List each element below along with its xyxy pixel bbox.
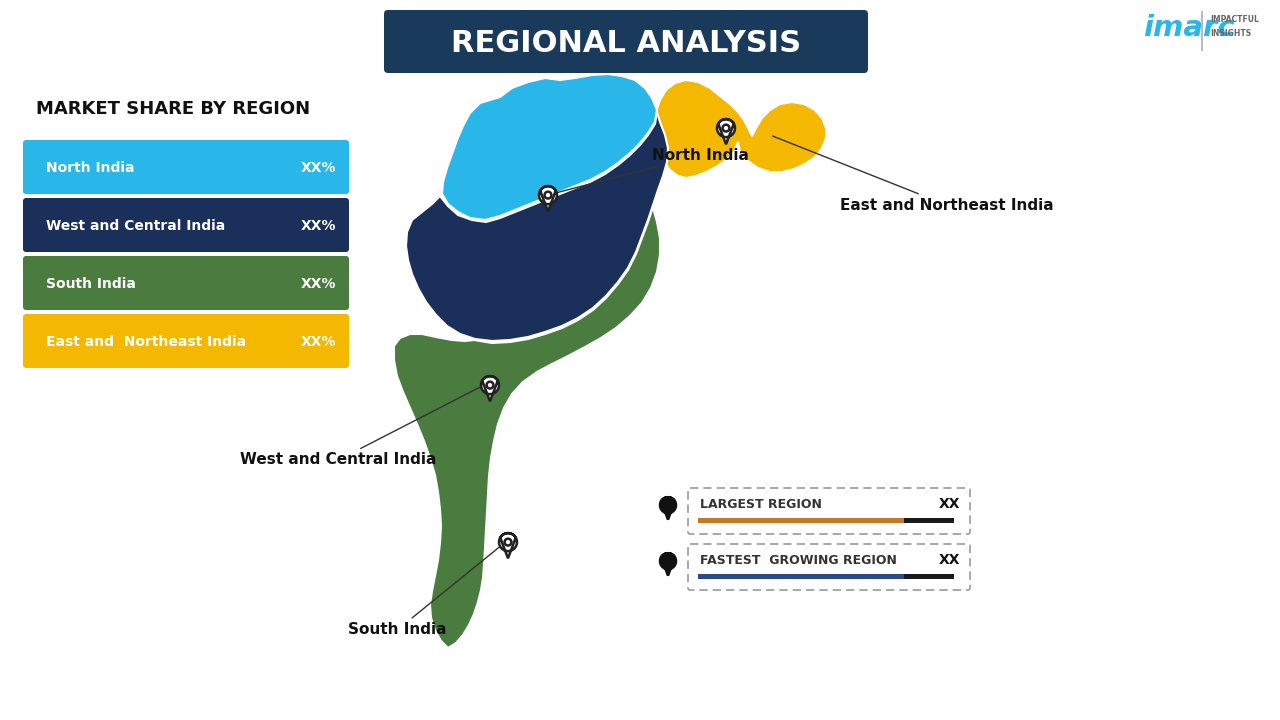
Polygon shape (539, 186, 557, 211)
Bar (904, 518, 954, 523)
Polygon shape (660, 498, 676, 520)
Text: REGIONAL ANALYSIS: REGIONAL ANALYSIS (451, 29, 801, 58)
Bar (698, 574, 904, 579)
Polygon shape (442, 74, 657, 220)
Text: West and Central India: West and Central India (46, 219, 225, 233)
FancyBboxPatch shape (23, 314, 349, 368)
Polygon shape (499, 533, 517, 558)
FancyBboxPatch shape (23, 256, 349, 310)
Polygon shape (717, 119, 735, 144)
FancyBboxPatch shape (689, 544, 970, 590)
Text: North India: North India (46, 161, 134, 175)
Polygon shape (660, 553, 676, 575)
Circle shape (666, 502, 671, 508)
Text: South India: South India (46, 277, 136, 291)
Text: XX%: XX% (301, 277, 335, 291)
Polygon shape (406, 112, 668, 341)
Circle shape (504, 539, 512, 546)
Text: XX%: XX% (301, 161, 335, 175)
Bar (698, 518, 904, 523)
Bar (904, 574, 954, 579)
Circle shape (666, 558, 671, 564)
Text: South India: South India (348, 541, 506, 637)
Text: XX%: XX% (301, 219, 335, 233)
Circle shape (544, 192, 552, 199)
Text: FASTEST  GROWING REGION: FASTEST GROWING REGION (700, 554, 897, 567)
Text: West and Central India: West and Central India (241, 383, 488, 467)
Text: INSIGHTS: INSIGHTS (1210, 30, 1251, 38)
Text: East and Northeast India: East and Northeast India (773, 136, 1053, 212)
FancyBboxPatch shape (23, 198, 349, 252)
Text: East and  Northeast India: East and Northeast India (46, 335, 246, 349)
FancyBboxPatch shape (23, 140, 349, 194)
Text: imarc: imarc (1143, 14, 1235, 42)
Text: MARKET SHARE BY REGION: MARKET SHARE BY REGION (36, 100, 310, 118)
Polygon shape (394, 207, 660, 648)
Polygon shape (655, 80, 826, 178)
Text: XX: XX (938, 497, 960, 511)
Text: North India: North India (550, 148, 749, 194)
Circle shape (486, 382, 493, 389)
Polygon shape (481, 376, 499, 401)
Text: XX: XX (938, 553, 960, 567)
Text: XX%: XX% (301, 335, 335, 349)
Text: LARGEST REGION: LARGEST REGION (700, 498, 822, 510)
FancyBboxPatch shape (384, 10, 868, 73)
Text: IMPACTFUL: IMPACTFUL (1210, 14, 1258, 24)
Circle shape (723, 125, 730, 132)
FancyBboxPatch shape (689, 488, 970, 534)
